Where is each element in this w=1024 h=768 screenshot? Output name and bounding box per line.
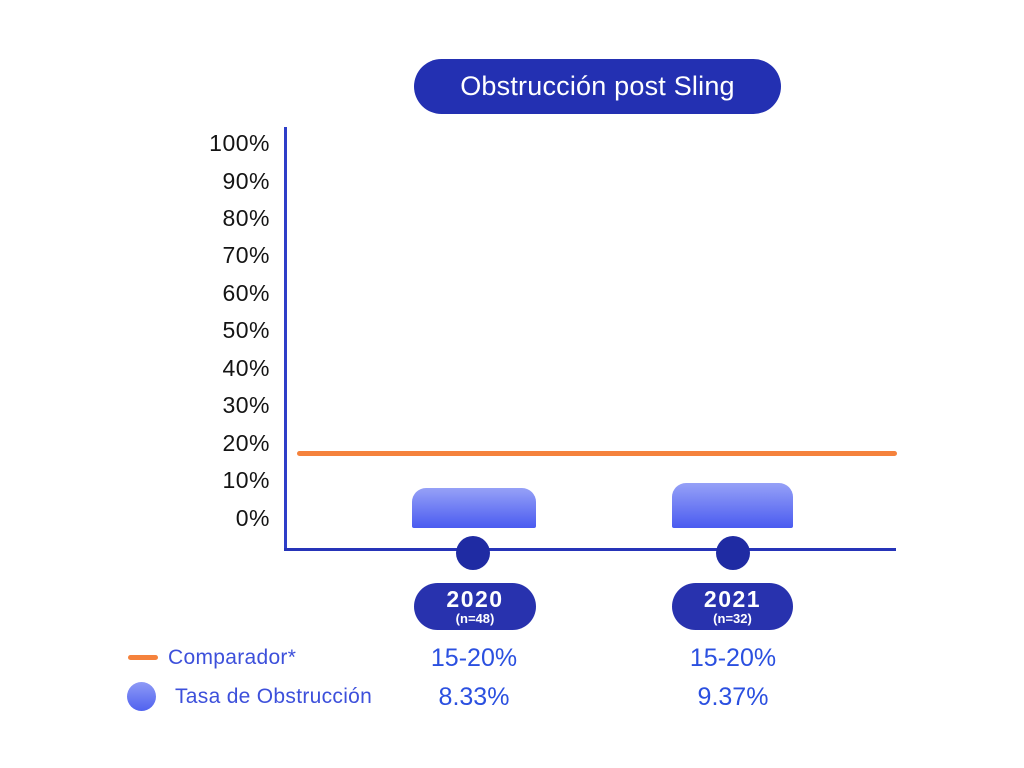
y-tick-60: 60% <box>222 280 270 306</box>
x-axis-line <box>284 548 896 551</box>
x-label-pill-2020: 2020 (n=48) <box>414 583 536 630</box>
obstruction-rate-value-2020: 8.33% <box>438 683 510 711</box>
y-tick-50: 50% <box>222 317 270 343</box>
axis-marker-2021-icon <box>716 536 750 570</box>
obstruction-circle-legend-icon <box>127 682 156 711</box>
y-tick-10: 10% <box>222 467 270 493</box>
y-tick-40: 40% <box>222 355 270 381</box>
chart-title-pill: Obstrucción post Sling <box>414 59 781 114</box>
obstruction-rate-value-2021: 9.37% <box>697 683 769 711</box>
sample-size-label: (n=48) <box>455 611 495 626</box>
y-tick-0: 0% <box>235 505 270 531</box>
comparator-value-2020: 15-20% <box>430 644 518 672</box>
year-label: 2020 <box>446 586 504 612</box>
bar-2020 <box>412 488 536 528</box>
y-tick-70: 70% <box>222 242 270 268</box>
y-tick-80: 80% <box>222 205 270 231</box>
chart-title: Obstrucción post Sling <box>460 71 735 101</box>
y-axis-line <box>284 127 287 551</box>
y-tick-100: 100% <box>209 130 270 156</box>
y-tick-30: 30% <box>222 392 270 418</box>
sample-size-label: (n=32) <box>713 611 752 626</box>
y-tick-90: 90% <box>222 168 270 194</box>
year-label: 2021 <box>703 586 762 612</box>
axis-marker-2020-icon <box>456 536 490 570</box>
comparator-value-2021: 15-20% <box>689 644 777 672</box>
x-label-pill-2021: 2021 (n=32) <box>672 583 793 630</box>
legend-label-tasa-de-obstruccion: Tasa de Obstrucción <box>175 685 373 708</box>
comparator-line-legend-icon <box>128 655 158 660</box>
legend-label-comparator: Comparador* <box>168 646 297 669</box>
bar-2021 <box>672 483 793 528</box>
y-tick-20: 20% <box>222 430 270 456</box>
comparator-reference-line <box>297 451 897 456</box>
